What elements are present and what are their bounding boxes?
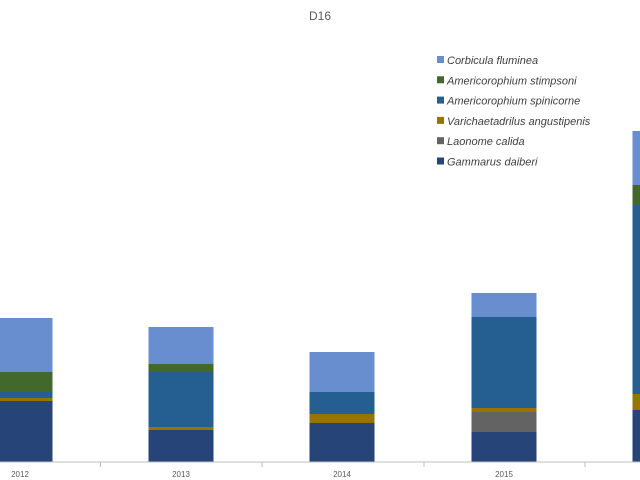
legend-label: Gammarus daiberi [447, 157, 538, 169]
x-axis-ticks: 20122013201420152016 [11, 462, 586, 479]
bar-segment-2015-0 [471, 432, 537, 462]
bar-segment-2015-1 [471, 412, 537, 432]
bar-segment-2013-2 [148, 427, 214, 430]
x-tick-label-2015: 2015 [495, 470, 513, 479]
legend-label: Corbicula fluminea [447, 55, 538, 67]
bar-segment-2014-2 [309, 414, 375, 423]
x-tick-label-2014: 2014 [333, 470, 351, 479]
x-tick-label-2013: 2013 [172, 470, 190, 479]
legend-swatch [437, 56, 444, 63]
bar-segment-2012-4 [0, 372, 53, 392]
legend: Corbicula fluminea Americorophium stimpso… [437, 55, 591, 169]
bar-segment-2014-3 [309, 392, 375, 414]
legend-swatch [437, 137, 444, 145]
legend-label: Americorophium stimpsoni [446, 75, 577, 87]
bar-segment-2016-2 [632, 394, 640, 410]
x-tick-label-2012: 2012 [11, 470, 29, 479]
bar-stacks [0, 131, 640, 462]
bar-segment-2012-5 [0, 318, 53, 372]
bar-segment-2013-5 [148, 327, 214, 364]
legend-swatch [437, 157, 444, 165]
bar-segment-2015-5 [471, 293, 537, 317]
bar-segment-2012-3 [0, 392, 53, 398]
bar-segment-2014-0 [309, 423, 375, 462]
legend-swatch [437, 96, 444, 104]
bar-segment-2016-3 [632, 205, 640, 394]
legend-swatch [437, 76, 444, 84]
bar-segment-2015-3 [471, 317, 537, 408]
legend-label: Laonome calida [447, 136, 525, 148]
bar-segment-2012-0 [0, 401, 53, 462]
bar-segment-2014-5 [309, 352, 375, 392]
bar-segment-2015-2 [471, 408, 537, 412]
legend-label: Varichaetadrilus angustipenis [447, 116, 591, 128]
bar-segment-2013-3 [148, 372, 214, 427]
bar-segment-2012-2 [0, 398, 53, 401]
bar-segment-2016-5 [632, 131, 640, 185]
bar-segment-2013-4 [148, 364, 214, 372]
chart-title: D16 [309, 9, 331, 23]
legend-label: Americorophium spinicorne [446, 96, 580, 108]
legend-swatch [437, 116, 444, 124]
bar-segment-2016-0 [632, 410, 640, 462]
bar-segment-2016-4 [632, 185, 640, 205]
bar-segment-2013-0 [148, 430, 214, 462]
